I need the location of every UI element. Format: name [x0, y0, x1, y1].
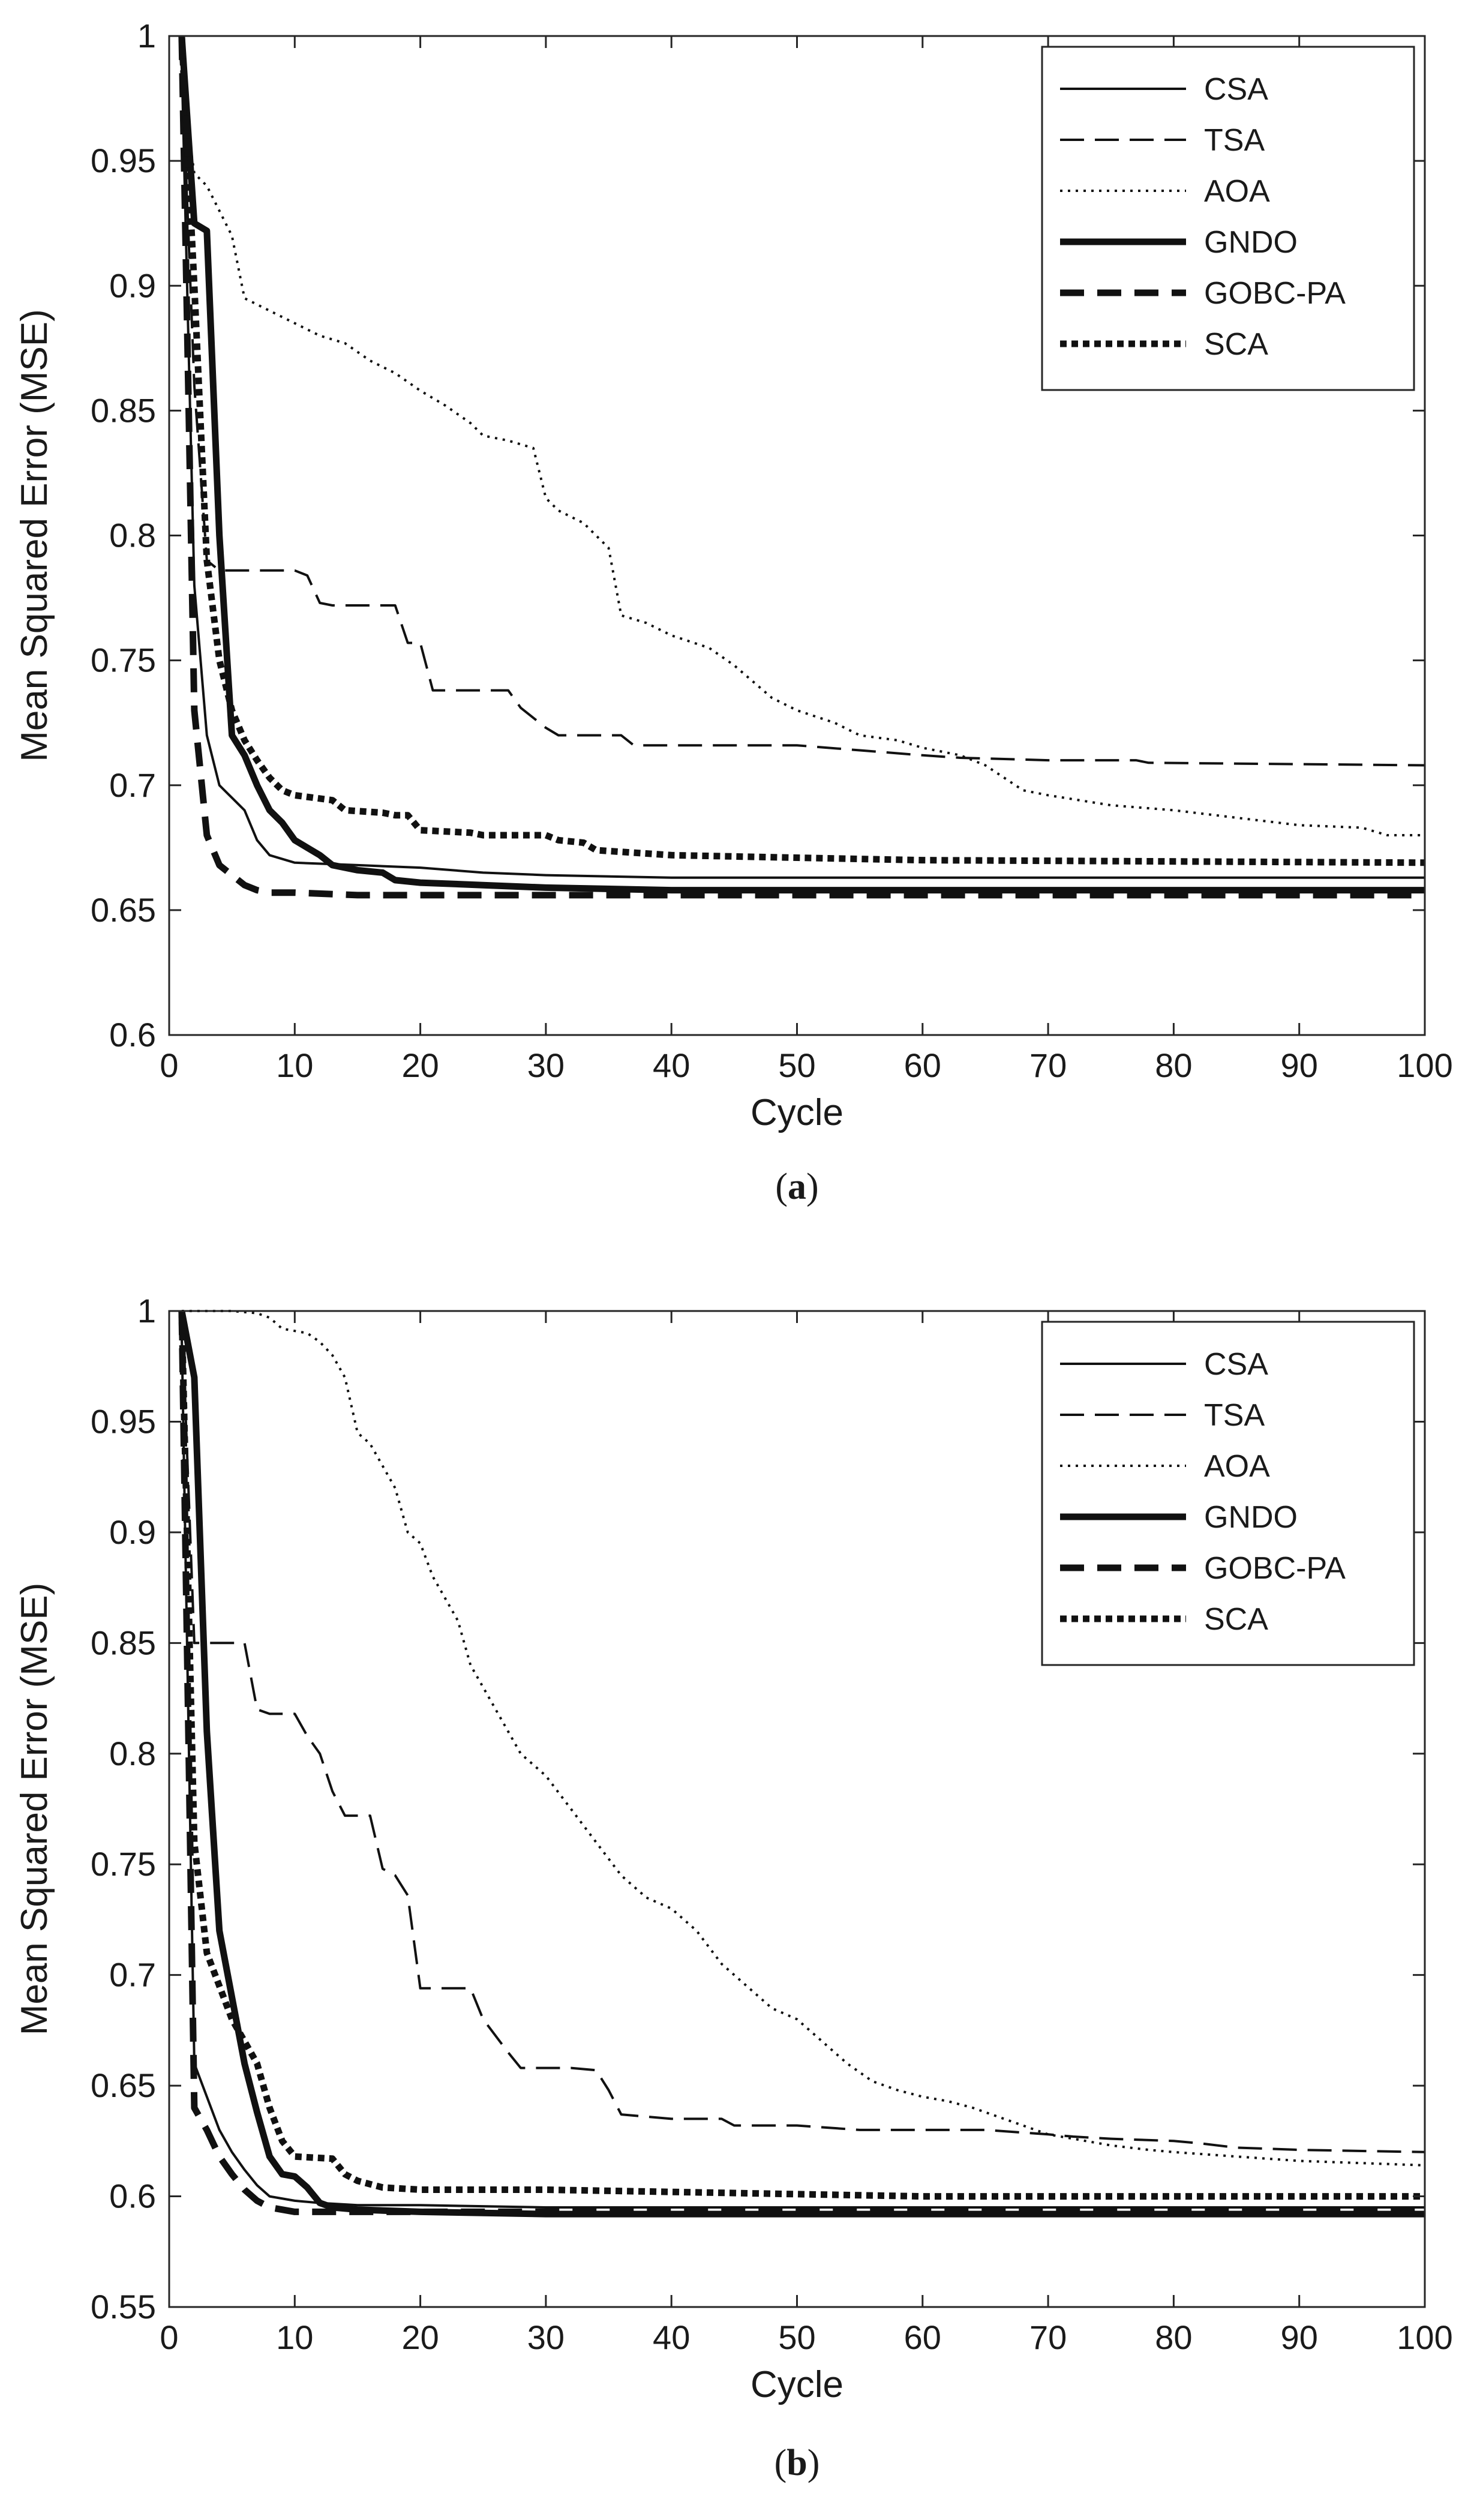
legend-label-csa: CSA [1204, 72, 1268, 107]
legend-label-gobc-pa: GOBC-PA [1204, 1551, 1346, 1586]
legend-label-tsa: TSA [1204, 1398, 1265, 1433]
legend-label-aoa: AOA [1204, 174, 1270, 209]
y-tick-label: 0.75 [91, 641, 156, 679]
y-axis-label: Mean Squared Error (MSE) [14, 1583, 55, 2036]
legend-box [1041, 46, 1415, 391]
legend-label-sca: SCA [1204, 327, 1268, 362]
series-line-gndo [178, 35, 1425, 894]
panel-caption: (a) [775, 1166, 818, 1207]
x-tick-label: 100 [1397, 1046, 1452, 1084]
x-tick-label: 70 [1029, 2318, 1067, 2356]
legend-label-aoa: AOA [1204, 1449, 1270, 1484]
chart-panel-a: 0 10 20 30 40 50 60 70 80 90 100 0.6 0.65 0.7 0.75 0.8 0… [14, 17, 1453, 1207]
series-line-csa [180, 61, 1425, 879]
x-tick-label: 30 [527, 2318, 565, 2356]
y-axis-label: Mean Squared Error (MSE) [14, 309, 55, 762]
series-line-tsa [180, 61, 1425, 767]
y-tick-label: 0.8 [109, 517, 156, 554]
series-line-csa [180, 1333, 1425, 2209]
caption-letter: b [786, 2443, 807, 2483]
x-tick-label: 40 [653, 2318, 690, 2356]
y-tick-label: 0.85 [91, 1624, 156, 1661]
series-line-aoa [181, 1310, 1425, 2167]
y-tick-label: 0.8 [109, 1735, 156, 1772]
series-line-gobc-pa [178, 1310, 1425, 2215]
x-tick-label: 80 [1155, 1046, 1192, 1084]
y-tick-label: 0.65 [91, 891, 156, 929]
y-tick-label: 0.75 [91, 1845, 156, 1883]
y-tick-label: 0.65 [91, 2066, 156, 2104]
y-tick-label: 0.6 [109, 1016, 156, 1054]
caption-close-paren: ) [806, 1166, 819, 1207]
caption-close-paren: ) [807, 2443, 820, 2483]
y-tick-label: 0.9 [109, 266, 156, 304]
y-tick-label: 0.95 [91, 142, 156, 179]
x-tick-label: 80 [1155, 2318, 1192, 2356]
x-tick-label: 30 [527, 1046, 565, 1084]
legend-label-sca: SCA [1204, 1602, 1268, 1637]
legend-label-gobc-pa: GOBC-PA [1204, 276, 1346, 311]
x-tick-label: 10 [276, 1046, 313, 1084]
series-line-aoa [180, 86, 1425, 836]
x-tick-label: 10 [276, 2318, 313, 2356]
y-tick-label: 1 [137, 17, 156, 55]
legend-label-gndo: GNDO [1204, 225, 1298, 260]
x-tick-label: 90 [1281, 1046, 1318, 1084]
chart-panel-b: 0 10 20 30 40 50 60 70 80 90 100 0.55 0.6 0.65 0.7 0.75… [14, 1292, 1453, 2483]
y-tick-label: 0.85 [91, 391, 156, 429]
x-tick-label: 90 [1281, 2318, 1318, 2356]
y-tick-label: 0.9 [109, 1513, 156, 1551]
x-tick-label: 20 [401, 1046, 439, 1084]
x-tick-label: 100 [1397, 2318, 1452, 2356]
y-tick-label: 0.95 [91, 1402, 156, 1440]
y-tick-label: 1 [137, 1292, 156, 1330]
x-tick-label: 0 [160, 2318, 178, 2356]
legend-box [1041, 1321, 1415, 1666]
series-line-gobc-pa [178, 35, 1425, 899]
x-tick-label: 0 [160, 1046, 178, 1084]
x-tick-label: 60 [904, 2318, 941, 2356]
series-group [178, 1310, 1425, 2218]
legend-label-gndo: GNDO [1204, 1500, 1298, 1535]
x-tick-label: 70 [1029, 1046, 1067, 1084]
caption-open-paren: ( [774, 2443, 787, 2483]
series-line-sca [178, 35, 1425, 866]
legend: CSA TSA AOA GNDO GOBC-PA SCA [1041, 1321, 1415, 1666]
x-tick-label: 20 [401, 2318, 439, 2356]
legend-label-csa: CSA [1204, 1347, 1268, 1382]
y-tick-label: 0.6 [109, 2177, 156, 2215]
x-tick-label: 60 [904, 1046, 941, 1084]
series-line-tsa [180, 1310, 1425, 2153]
legend-label-tsa: TSA [1204, 123, 1265, 158]
y-tick-label: 0.7 [109, 766, 156, 804]
caption-letter: a [788, 1166, 806, 1207]
x-tick-label: 40 [653, 1046, 690, 1084]
x-axis-label: Cycle [750, 1092, 843, 1133]
panel-caption: (b) [774, 2443, 820, 2483]
x-tick-label: 50 [778, 1046, 815, 1084]
y-tick-label: 0.55 [91, 2288, 156, 2326]
x-tick-label: 50 [778, 2318, 815, 2356]
legend: CSA TSA AOA GNDO GOBC-PA SCA [1041, 46, 1415, 391]
series-line-sca [178, 1310, 1425, 2200]
x-axis-label: Cycle [750, 2364, 843, 2405]
series-group [178, 35, 1425, 899]
caption-open-paren: ( [775, 1166, 788, 1207]
y-tick-label: 0.7 [109, 1956, 156, 1994]
